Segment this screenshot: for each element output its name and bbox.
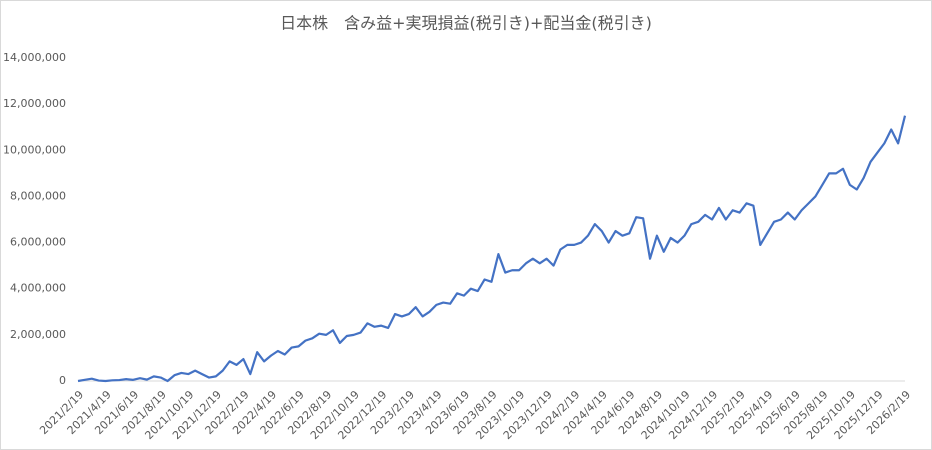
y-tick-label: 14,000,000 <box>3 51 66 64</box>
y-tick-label: 0 <box>59 374 66 387</box>
y-tick-label: 12,000,000 <box>3 97 66 110</box>
y-tick-label: 4,000,000 <box>10 282 66 295</box>
chart-title: 日本株 含み益+実現損益(税引き)+配当金(税引き) <box>280 14 652 33</box>
y-tick-label: 6,000,000 <box>10 236 66 249</box>
y-tick-label: 8,000,000 <box>10 189 66 202</box>
line-series <box>77 115 907 383</box>
y-tick-label: 10,000,000 <box>3 143 66 156</box>
y-tick-label: 2,000,000 <box>10 328 66 341</box>
